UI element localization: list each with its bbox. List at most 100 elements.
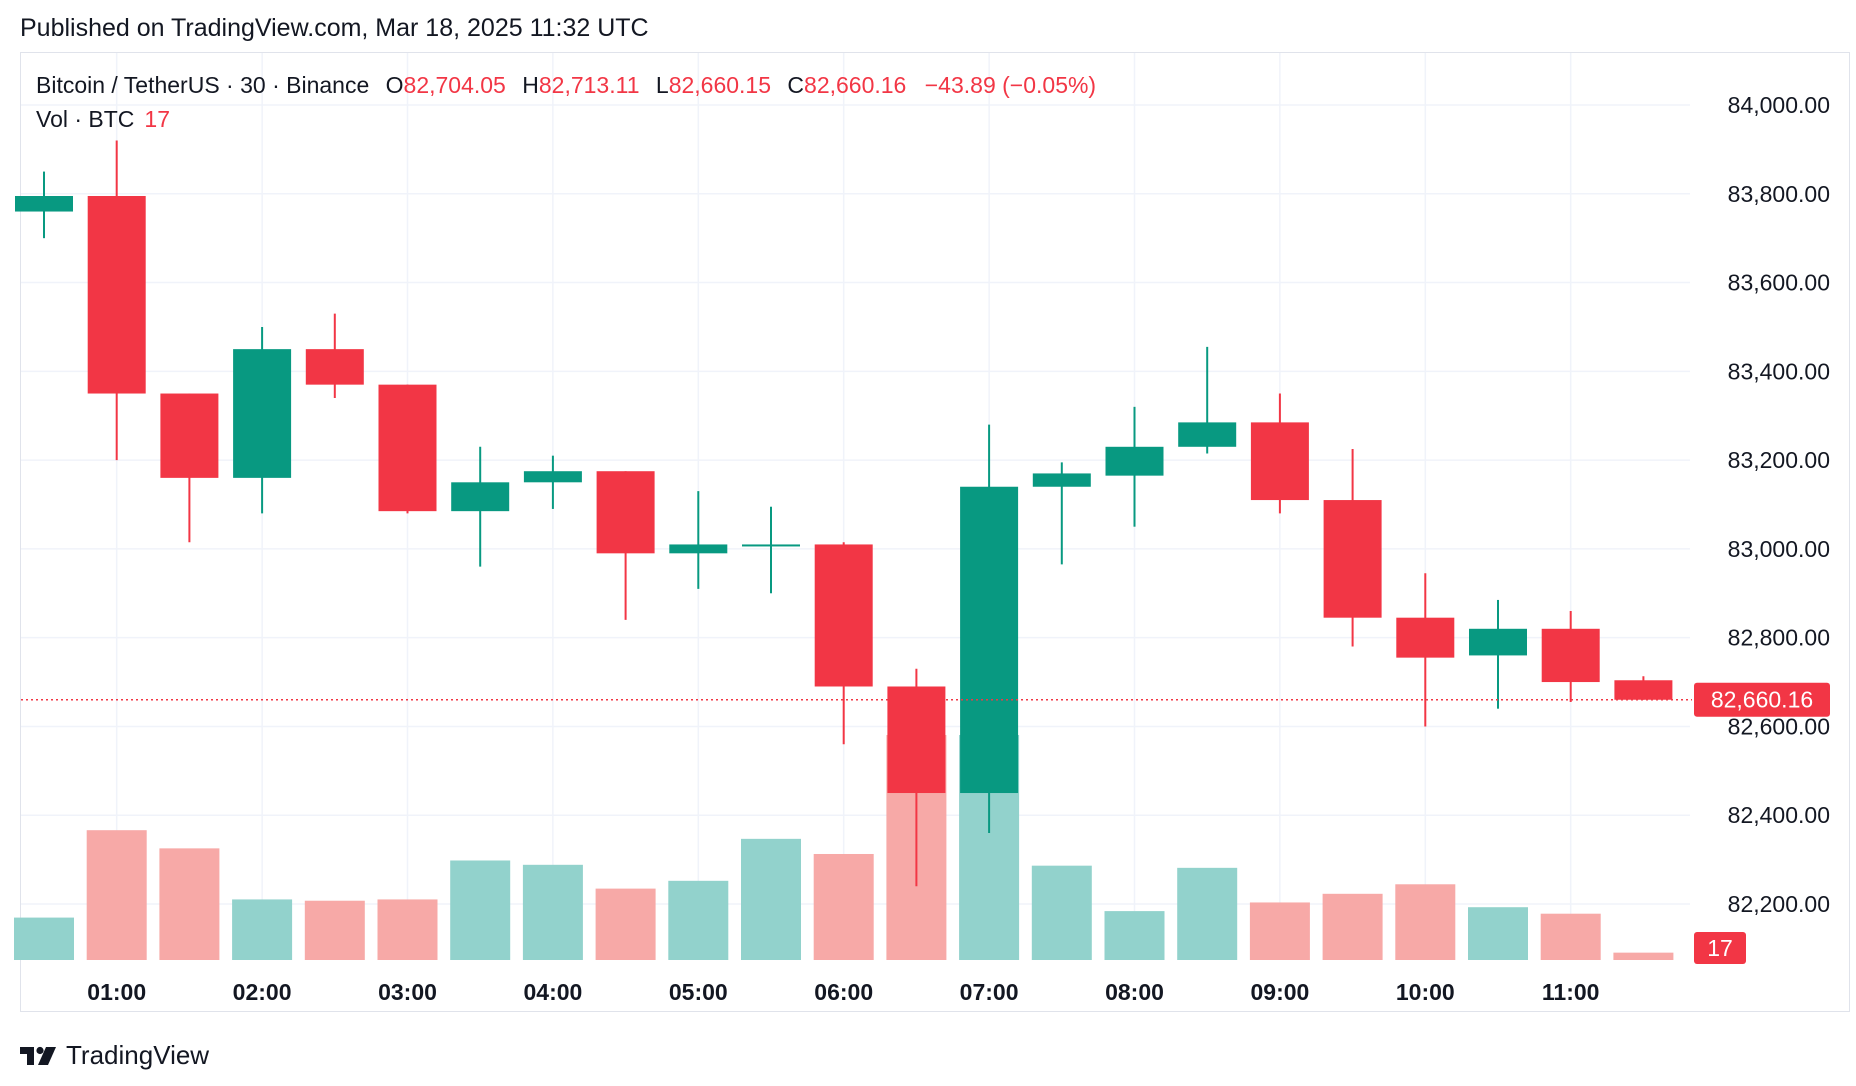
volume-bar[interactable] bbox=[1104, 911, 1165, 960]
close-value: 82,660.16 bbox=[804, 72, 907, 98]
volume-bar[interactable] bbox=[1468, 907, 1528, 960]
time-tick-label: 08:00 bbox=[1105, 979, 1164, 1005]
candle[interactable] bbox=[451, 446, 510, 567]
candle-body[interactable] bbox=[305, 349, 364, 385]
symbol-label[interactable]: Bitcoin / TetherUS · 30 · Binance bbox=[36, 72, 370, 98]
volume-value: 17 bbox=[144, 106, 171, 132]
candle-body[interactable] bbox=[669, 544, 728, 554]
volume-bar[interactable] bbox=[377, 899, 438, 960]
candle-body[interactable] bbox=[378, 384, 437, 512]
candle[interactable] bbox=[523, 455, 582, 509]
candle[interactable] bbox=[1323, 449, 1382, 647]
candle[interactable] bbox=[160, 393, 219, 543]
candle[interactable] bbox=[1396, 573, 1455, 727]
volume-legend: Vol · BTC 17 bbox=[36, 106, 170, 133]
candle-body[interactable] bbox=[451, 482, 510, 512]
candle-body[interactable] bbox=[1250, 422, 1309, 501]
tradingview-logo-icon[interactable] bbox=[20, 1045, 58, 1067]
volume-bar[interactable] bbox=[450, 860, 511, 960]
price-tick-label: 82,400.00 bbox=[1728, 802, 1830, 828]
time-tick-label: 01:00 bbox=[87, 979, 146, 1005]
candle[interactable] bbox=[1178, 346, 1237, 454]
last-price-label: 82,660.16 bbox=[1711, 687, 1813, 713]
candle-body[interactable] bbox=[814, 544, 873, 687]
volume-bar[interactable] bbox=[1177, 867, 1238, 960]
volume-bar[interactable] bbox=[741, 838, 801, 960]
candle[interactable] bbox=[305, 313, 364, 398]
candle[interactable] bbox=[1250, 393, 1309, 514]
candle[interactable] bbox=[1541, 611, 1600, 703]
candle-body[interactable] bbox=[1323, 500, 1382, 618]
candle[interactable] bbox=[15, 171, 73, 239]
candle-body[interactable] bbox=[87, 195, 146, 394]
candle-body[interactable] bbox=[887, 686, 946, 794]
price-tick-label: 83,400.00 bbox=[1728, 358, 1830, 384]
volume-bar[interactable] bbox=[14, 917, 74, 960]
candle[interactable] bbox=[378, 384, 437, 514]
grid-lines bbox=[21, 53, 1690, 960]
candle-body[interactable] bbox=[1614, 680, 1673, 700]
candle-body[interactable] bbox=[233, 349, 292, 478]
price-tick-label: 82,800.00 bbox=[1728, 625, 1830, 651]
last-price-badge[interactable] bbox=[1694, 682, 1830, 717]
price-tick-label: 83,000.00 bbox=[1728, 536, 1830, 562]
volume-bar[interactable] bbox=[1540, 913, 1601, 960]
time-axis: 01:00 02:00 03:00 04:00 05:00 06:00 07:00 08:00… bbox=[87, 979, 1599, 1005]
candle[interactable] bbox=[960, 424, 1019, 833]
candle-body[interactable] bbox=[1469, 628, 1527, 656]
high-value: 82,713.11 bbox=[538, 72, 640, 98]
price-tick-label: 83,600.00 bbox=[1728, 270, 1830, 296]
volume-bar[interactable] bbox=[1322, 893, 1383, 960]
volume-bar[interactable] bbox=[813, 853, 874, 960]
candle[interactable] bbox=[1105, 406, 1164, 527]
last-volume-badge[interactable] bbox=[1694, 932, 1746, 964]
candle-body[interactable] bbox=[1396, 617, 1455, 658]
candle[interactable] bbox=[1614, 676, 1673, 700]
candle-body[interactable] bbox=[160, 393, 219, 478]
price-tick-label: 82,600.00 bbox=[1728, 713, 1830, 739]
candle[interactable] bbox=[742, 506, 800, 594]
candle[interactable] bbox=[596, 471, 655, 620]
candle[interactable] bbox=[1032, 462, 1091, 565]
last-price-marker: 82,660.16 17 bbox=[21, 682, 1830, 964]
candle-body[interactable] bbox=[1178, 422, 1237, 447]
candle-body[interactable] bbox=[1105, 446, 1164, 476]
time-tick-label: 10:00 bbox=[1396, 979, 1455, 1005]
candle-body[interactable] bbox=[15, 195, 73, 212]
volume-bar[interactable] bbox=[595, 888, 656, 960]
volume-bar[interactable] bbox=[86, 830, 147, 960]
candle-body[interactable] bbox=[742, 544, 800, 547]
candle[interactable] bbox=[87, 140, 146, 461]
tradingview-brand[interactable]: TradingView bbox=[66, 1040, 210, 1070]
volume-bar[interactable] bbox=[522, 864, 583, 960]
candle[interactable] bbox=[1469, 599, 1527, 709]
footer: TradingView bbox=[20, 1040, 209, 1071]
chart-frame[interactable] bbox=[20, 52, 1850, 1012]
candle-body[interactable] bbox=[960, 486, 1019, 794]
volume-bar[interactable] bbox=[159, 848, 220, 960]
volume-bar[interactable] bbox=[668, 880, 729, 960]
high-label: H bbox=[522, 72, 539, 98]
ohlc-legend: Bitcoin / TetherUS · 30 · Binance O82,70… bbox=[36, 72, 1096, 99]
candle[interactable] bbox=[887, 668, 946, 887]
volume-bar[interactable] bbox=[304, 900, 365, 960]
close-label: C bbox=[787, 72, 805, 98]
time-tick-label: 03:00 bbox=[378, 979, 437, 1005]
volume-bar[interactable] bbox=[1613, 952, 1674, 960]
volume-bar[interactable] bbox=[1395, 884, 1456, 960]
volume-label[interactable]: Vol · BTC bbox=[36, 106, 135, 132]
candle-body[interactable] bbox=[596, 471, 655, 554]
price-axis: 84,000.00 83,800.00 83,600.00 83,400.00 83,2… bbox=[1728, 92, 1830, 917]
last-volume-label: 17 bbox=[1707, 935, 1733, 961]
candle[interactable] bbox=[233, 326, 292, 514]
candle-body[interactable] bbox=[523, 471, 582, 483]
volume-bar[interactable] bbox=[1031, 865, 1092, 960]
volume-bar[interactable] bbox=[1249, 902, 1310, 960]
time-tick-label: 02:00 bbox=[233, 979, 292, 1005]
candle-body[interactable] bbox=[1541, 628, 1600, 683]
candle-body[interactable] bbox=[1032, 473, 1091, 487]
volume-bar[interactable] bbox=[232, 899, 293, 960]
candle[interactable] bbox=[669, 491, 728, 589]
candle[interactable] bbox=[814, 542, 873, 745]
